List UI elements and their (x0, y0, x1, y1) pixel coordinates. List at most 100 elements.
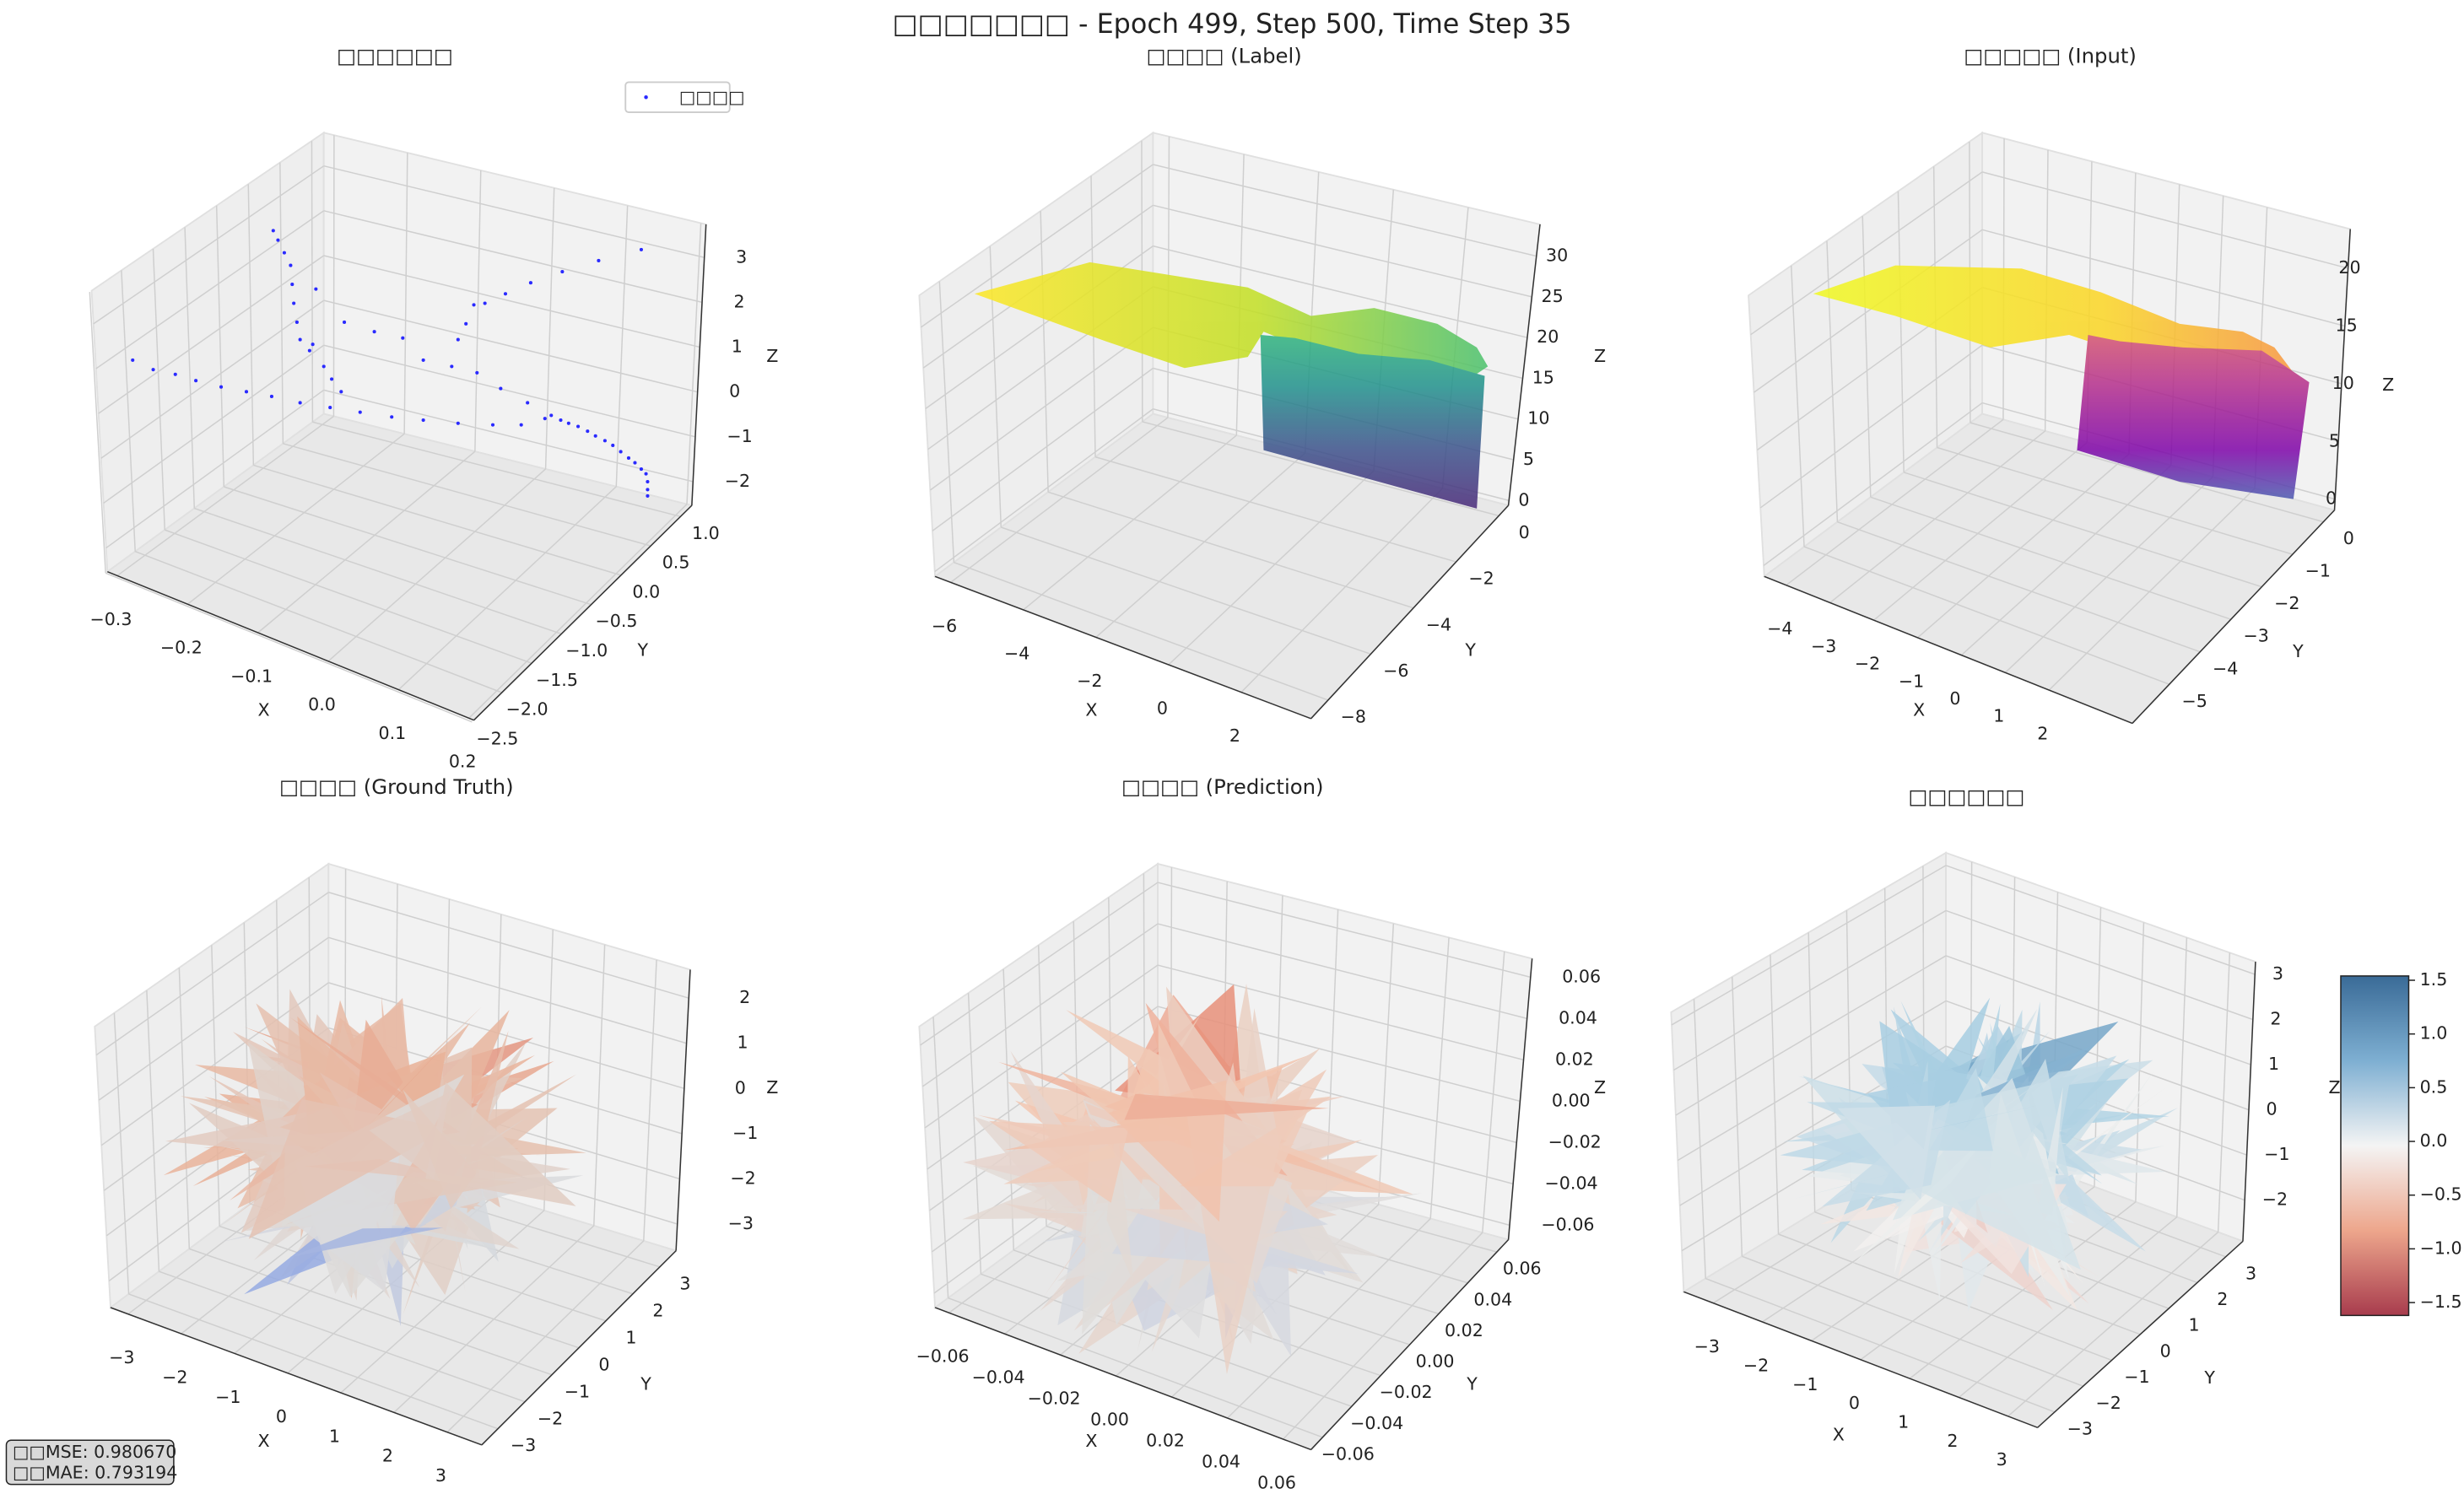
z-axis-label: Z (1594, 1077, 1606, 1098)
y-tick-label: 0 (2343, 528, 2354, 548)
z-tick-label: 2 (739, 987, 750, 1007)
y-tick-label: −1 (2124, 1367, 2149, 1387)
grid-line (1778, 1233, 2112, 1362)
grid-line (1937, 446, 2294, 555)
axis-line (934, 1307, 1311, 1451)
z-tick-label: 15 (2336, 315, 2358, 335)
grid-line (924, 964, 1159, 1129)
x-tick-label: 1 (329, 1426, 340, 1446)
grid-line (1753, 229, 1983, 393)
z-tick-label: 0 (2267, 1099, 2278, 1119)
z-axis-label: Z (1594, 346, 1606, 366)
grid-line (1001, 526, 1371, 655)
y-axis-label: Y (1464, 639, 1476, 660)
grid-line (323, 255, 700, 348)
grid-line (323, 389, 694, 483)
surface-facet (1033, 1144, 1116, 1172)
y-tick-label: −2 (2095, 1393, 2121, 1413)
z-tick-label: 10 (2332, 373, 2354, 393)
axis-line (1507, 224, 1541, 506)
axis-line (1764, 575, 2133, 725)
grid-line (1945, 955, 2251, 1065)
axis-line (2242, 962, 2256, 1242)
surface-facet (403, 1096, 474, 1315)
colorbar-tick-label: −0.5 (2420, 1184, 2462, 1205)
z-tick-label: 0 (1518, 489, 1529, 510)
grid-line (921, 164, 1154, 328)
z-tick-label: 3 (736, 246, 747, 267)
grid-line (686, 223, 702, 504)
z-tick-label: −1 (727, 426, 752, 446)
surface-facet (417, 1156, 467, 1230)
z-tick-label: −1 (2264, 1144, 2289, 1164)
grid-line (1094, 456, 1456, 563)
grid-line (328, 936, 687, 1044)
y-tick-label: −2.0 (506, 699, 548, 720)
subplot-title: □□□□ (Ground Truth) (279, 774, 514, 799)
z-tick-label: 0 (2326, 488, 2337, 509)
z-tick-label: 30 (1546, 245, 1568, 266)
x-tick-label: 0.04 (1202, 1451, 1240, 1471)
y-tick-label: −1.0 (565, 640, 608, 661)
grid-line (146, 990, 160, 1272)
y-tick-label: −3 (2067, 1418, 2093, 1438)
grid-line (468, 504, 688, 719)
x-tick-label: −0.2 (160, 638, 203, 658)
grid-line (1240, 488, 1443, 693)
z-tick-label: 1 (732, 337, 743, 357)
x-tick-label: −2 (1077, 671, 1102, 691)
x-tick-label: −1 (215, 1387, 240, 1407)
grid-line (98, 255, 325, 414)
z-axis-label: Z (766, 346, 778, 366)
z-tick-label: 1 (737, 1033, 748, 1053)
y-tick-label: 0.0 (632, 581, 660, 601)
grid-line (1750, 171, 1983, 336)
surface-facet (369, 1092, 450, 1179)
grid-line (929, 326, 1154, 491)
grid-line (247, 184, 255, 466)
x-tick-label: 0.1 (378, 723, 406, 743)
z-tick-label: 0 (729, 381, 740, 402)
y-tick-label: −0.06 (1321, 1443, 1375, 1464)
grid-line (211, 945, 220, 1227)
x-tick-label: −0.1 (230, 666, 273, 686)
surface-facet (1929, 1068, 1993, 1152)
grid-line (1903, 472, 2262, 588)
colorbar (2340, 975, 2410, 1317)
grid-line (323, 210, 703, 304)
grid-line (2217, 952, 2231, 1232)
y-tick-label: −0.5 (596, 611, 638, 631)
grid-line (932, 367, 1154, 531)
z-tick-label: 2 (2270, 1009, 2281, 1029)
grid-line (184, 227, 196, 509)
grid-line (186, 433, 405, 605)
axis-line (1310, 1238, 1510, 1450)
surface-facet (180, 1096, 399, 1165)
surface-wall (2077, 334, 2310, 499)
grid-line (1157, 964, 1524, 1061)
grid-line (134, 550, 502, 693)
surface-facet (1124, 1093, 1329, 1120)
z-axis-label: Z (766, 1077, 778, 1098)
grid-line (323, 344, 696, 438)
grid-line (100, 299, 325, 459)
grid-line (1897, 191, 1905, 472)
grid-line (1023, 434, 1237, 611)
y-tick-label: 1 (2188, 1315, 2199, 1335)
surface-facet (403, 1089, 477, 1209)
y-tick-label: −4 (1426, 614, 1451, 634)
colorbar-tick-label: 0.5 (2420, 1076, 2448, 1097)
z-tick-label: −0.04 (1545, 1173, 1598, 1193)
z-tick-label: 0.04 (1559, 1007, 1597, 1027)
grid-line (121, 270, 136, 552)
grid-line (934, 408, 1154, 573)
grid-line (1803, 546, 2170, 685)
x-tick-label: 2 (2037, 723, 2048, 743)
y-tick-label: −4 (2213, 658, 2238, 678)
x-tick-label: 0.2 (449, 752, 477, 772)
y-axis-label: Y (2292, 641, 2304, 661)
z-tick-label: 0 (735, 1077, 746, 1098)
scatter-points (131, 229, 650, 498)
axis-line (691, 224, 707, 506)
